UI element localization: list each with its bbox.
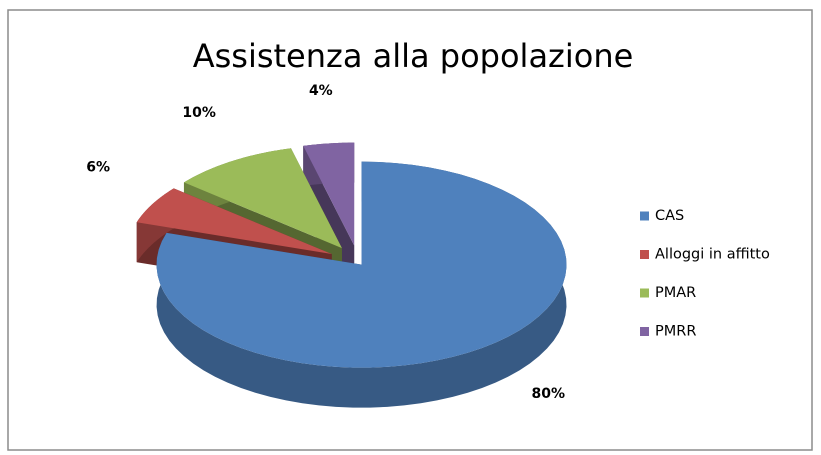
legend-label: CAS bbox=[655, 208, 684, 224]
legend-label: PMAR bbox=[655, 285, 696, 301]
data-label: 6% bbox=[86, 160, 110, 176]
data-label: 4% bbox=[309, 83, 333, 99]
slice-top bbox=[156, 161, 567, 368]
legend-swatch bbox=[640, 211, 649, 221]
legend-swatch bbox=[640, 288, 649, 298]
pie-slice bbox=[156, 161, 567, 408]
data-label: 80% bbox=[532, 386, 566, 402]
legend-label: Alloggi in affitto bbox=[655, 247, 770, 263]
legend-swatch bbox=[640, 250, 649, 259]
legend-swatch bbox=[640, 327, 649, 336]
slice-top bbox=[303, 142, 355, 246]
legend-label: PMRR bbox=[655, 324, 696, 340]
slice-top bbox=[136, 188, 332, 255]
slice-top bbox=[183, 148, 342, 249]
data-label: 10% bbox=[182, 105, 216, 121]
chart-title: Assistenza alla popolazione bbox=[193, 37, 634, 75]
